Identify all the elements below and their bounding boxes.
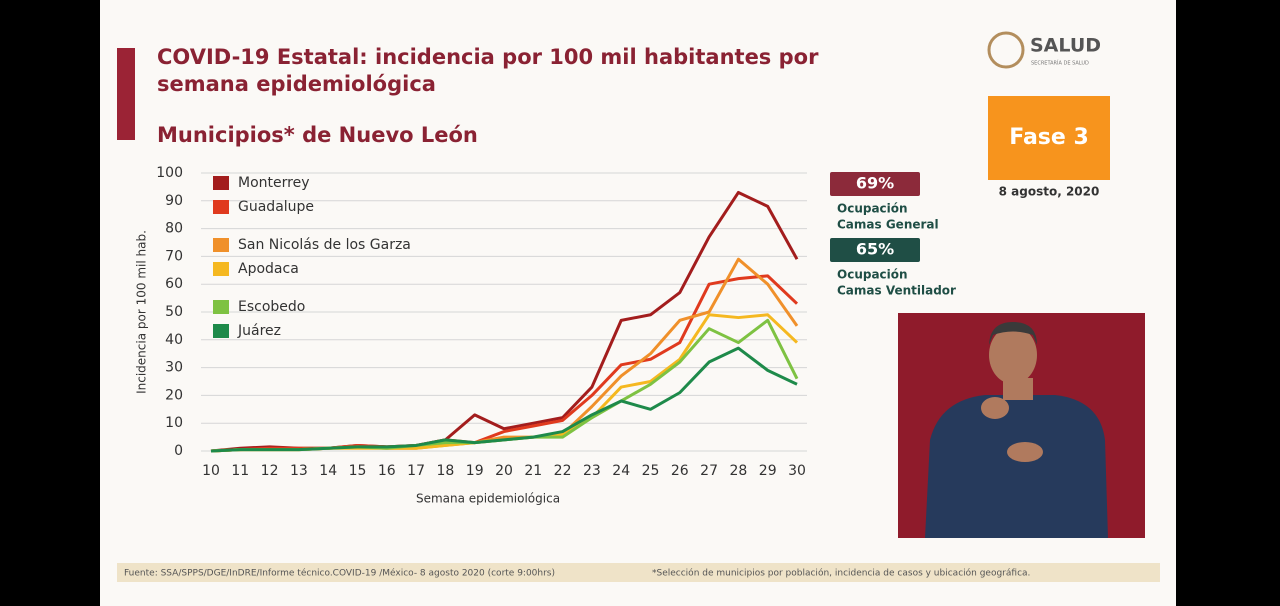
x-tick-label: 22: [554, 463, 572, 479]
x-tick-label: 28: [729, 463, 747, 479]
y-tick-label: 90: [165, 193, 183, 209]
badge-value: 65%: [856, 240, 894, 259]
x-tick-label: 10: [202, 463, 220, 479]
title-line: COVID-19 Estatal: incidencia por 100 mil…: [157, 45, 819, 69]
logo-name: SALUD: [1030, 35, 1101, 57]
series-line: [210, 346, 798, 453]
y-tick-label: 100: [156, 165, 183, 181]
title-line: semana epidemiológica: [157, 72, 436, 96]
y-tick-label: 20: [165, 387, 183, 403]
legend-swatch: [213, 300, 229, 314]
legend-label: Monterrey: [238, 175, 309, 191]
x-tick-label: 17: [407, 463, 425, 479]
x-tick-label: 21: [524, 463, 542, 479]
x-tick-label: 13: [290, 463, 308, 479]
y-tick-label: 10: [165, 415, 183, 431]
legend-swatch: [213, 262, 229, 276]
subtitle: Municipios* de Nuevo León: [157, 123, 478, 147]
x-tick-label: 19: [466, 463, 484, 479]
legend-swatch: [213, 324, 229, 338]
x-tick-label: 18: [436, 463, 454, 479]
x-tick-label: 27: [700, 463, 718, 479]
y-tick-label: 80: [165, 221, 183, 237]
y-tick-label: 30: [165, 360, 183, 376]
footer-bar: [117, 563, 1160, 582]
legend-label: Escobedo: [238, 299, 305, 315]
x-tick-label: 11: [231, 463, 249, 479]
badge-label: Camas Ventilador: [837, 284, 956, 298]
interpreter-video: [898, 313, 1145, 538]
badge-label: Ocupación: [837, 202, 908, 216]
y-tick-label: 0: [174, 443, 183, 459]
x-tick-label: 14: [319, 463, 337, 479]
badge-label: Ocupación: [837, 268, 908, 282]
badge-value: 69%: [856, 174, 894, 193]
badge-box: [830, 172, 920, 196]
legend-label: San Nicolás de los Garza: [238, 237, 411, 253]
x-tick-label: 15: [349, 463, 367, 479]
footer-source: Fuente: SSA/SPPS/DGE/InDRE/Informe técni…: [124, 568, 555, 579]
logo-caption: SECRETARÍA DE SALUD: [1031, 60, 1089, 67]
y-tick-label: 50: [165, 304, 183, 320]
x-tick-label: 23: [583, 463, 601, 479]
x-tick-label: 26: [671, 463, 689, 479]
x-tick-label: 24: [612, 463, 630, 479]
x-axis-label: Semana epidemiológica: [416, 492, 560, 506]
x-tick-label: 25: [642, 463, 660, 479]
x-tick-label: 16: [378, 463, 396, 479]
y-axis-label: Incidencia por 100 mil hab.: [135, 230, 149, 394]
y-tick-label: 60: [165, 276, 183, 292]
y-tick-label: 70: [165, 248, 183, 264]
legend-swatch: [213, 238, 229, 252]
x-tick-label: 29: [759, 463, 777, 479]
phase-box: [988, 96, 1110, 180]
legend-swatch: [213, 200, 229, 214]
phase-date: 8 agosto, 2020: [999, 185, 1100, 199]
legend-swatch: [213, 176, 229, 190]
x-tick-label: 30: [788, 463, 806, 479]
accent-bar: [117, 48, 135, 140]
x-tick-label: 20: [495, 463, 513, 479]
logo-emblem: [987, 31, 1025, 69]
badge-label: Camas General: [837, 218, 939, 232]
phase-label: Fase 3: [1009, 125, 1089, 150]
footer-note: *Selección de municipios por población, …: [652, 568, 1030, 579]
legend-label: Guadalupe: [238, 199, 314, 215]
x-tick-label: 12: [261, 463, 279, 479]
badge-box: [830, 238, 920, 262]
legend-label: Juárez: [237, 323, 281, 339]
legend-label: Apodaca: [238, 261, 299, 277]
y-tick-label: 40: [165, 332, 183, 348]
